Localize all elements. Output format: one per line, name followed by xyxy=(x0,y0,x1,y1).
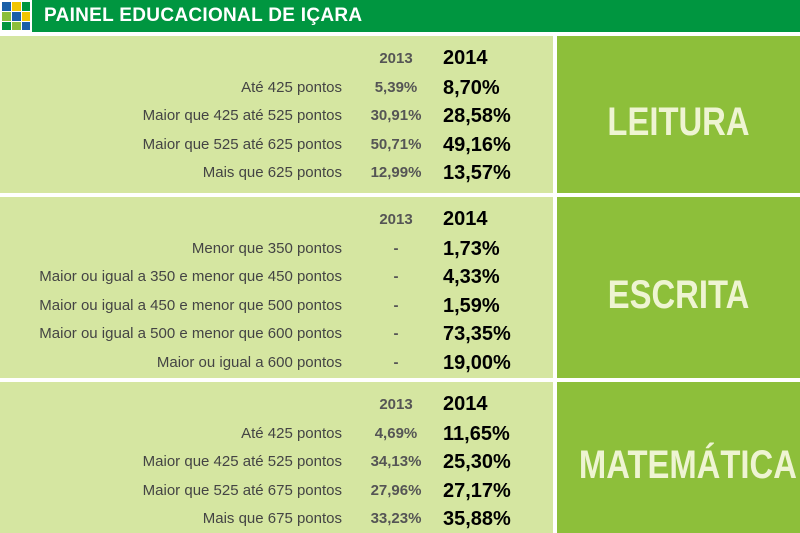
value-2013: 12,99% xyxy=(370,164,422,182)
column-header: 2013 xyxy=(379,396,413,413)
row-label: Maior ou igual a 450 e menor que 500 pon… xyxy=(39,296,342,314)
column-header: 2014 xyxy=(443,208,488,230)
value-2014: 1,59% xyxy=(443,294,500,317)
value-2013: - xyxy=(393,296,399,314)
value-2013: 30,91% xyxy=(370,107,422,125)
column-header: 2014 xyxy=(443,47,488,69)
value-2013: - xyxy=(393,240,399,257)
row-label: Até 425 pontos xyxy=(241,425,342,442)
column-header: 2014 xyxy=(443,393,488,415)
section-panel xyxy=(0,36,553,193)
value-2014: 19,00% xyxy=(443,351,511,374)
row-label: Maior que 425 até 525 pontos xyxy=(142,107,342,125)
title: PAINEL EDUCACIONAL DE IÇARA xyxy=(44,5,363,26)
logo xyxy=(0,0,32,32)
section-panel xyxy=(0,382,553,533)
row-label: Maior ou igual a 350 e menor que 450 pon… xyxy=(39,268,342,286)
value-2014: 13,57% xyxy=(443,162,511,185)
value-2013: - xyxy=(393,325,399,343)
value-2013: - xyxy=(393,268,399,286)
section-name: LEITURA xyxy=(607,99,750,144)
section-name: ESCRITA xyxy=(607,272,750,317)
value-2013: 50,71% xyxy=(370,135,422,153)
value-2013: - xyxy=(393,353,399,371)
row-label: Menor que 350 pontos xyxy=(191,240,342,257)
row-label: Até 425 pontos xyxy=(241,79,342,96)
value-2014: 25,30% xyxy=(443,451,511,474)
section-panel xyxy=(0,197,553,378)
row-label: Maior que 525 até 625 pontos xyxy=(142,135,342,153)
value-2014: 11,65% xyxy=(443,423,510,445)
row-label: Maior ou igual a 600 pontos xyxy=(156,353,342,371)
value-2014: 35,88% xyxy=(443,508,511,531)
value-2014: 27,17% xyxy=(443,479,511,502)
section-label-panel xyxy=(557,197,800,378)
section-label-panel xyxy=(557,36,800,193)
value-2013: 33,23% xyxy=(370,510,422,528)
row-label: Maior que 425 até 525 pontos xyxy=(142,453,342,471)
row-label: Mais que 675 pontos xyxy=(202,510,342,528)
row-label: Maior ou igual a 500 e menor que 600 pon… xyxy=(39,325,342,343)
value-2013: 5,39% xyxy=(374,79,418,96)
value-2014: 49,16% xyxy=(443,133,511,156)
value-2013: 34,13% xyxy=(370,453,422,471)
value-2014: 28,58% xyxy=(443,105,511,128)
section-name: MATEMÁTICA xyxy=(578,442,797,487)
column-header: 2013 xyxy=(379,50,413,67)
value-2014: 1,73% xyxy=(443,238,500,260)
column-header: 2013 xyxy=(379,211,413,228)
value-2014: 8,70% xyxy=(443,77,500,99)
row-label: Mais que 625 pontos xyxy=(202,164,342,182)
row-label: Maior que 525 até 675 pontos xyxy=(142,481,342,499)
header-bar: PAINEL EDUCACIONAL DE IÇARA xyxy=(0,0,800,32)
section-label-panel xyxy=(557,382,800,533)
value-2014: 73,35% xyxy=(443,323,511,346)
value-2013: 4,69% xyxy=(374,425,418,442)
value-2014: 4,33% xyxy=(443,266,500,289)
value-2013: 27,96% xyxy=(370,481,422,499)
